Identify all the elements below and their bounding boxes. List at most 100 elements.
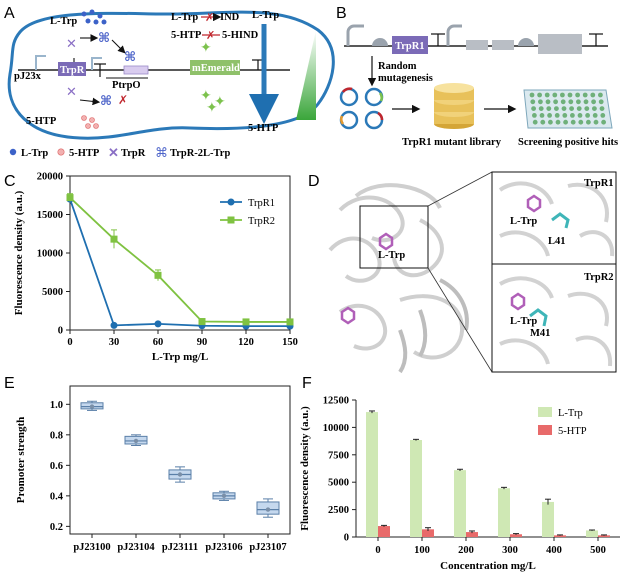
ind-reaction: L-Trp ✗ IND 5-HTP ✗ 5-HIND <box>171 12 259 42</box>
legend-swatch <box>538 425 552 435</box>
data-point <box>66 194 74 202</box>
a-ltrp-label: L-Trp <box>50 16 77 27</box>
well <box>598 99 604 105</box>
legend-swatch <box>538 407 552 417</box>
blocked-x-icon: ✗ <box>206 30 215 42</box>
well <box>555 119 561 125</box>
data-point <box>221 493 227 499</box>
promoter-arrow-icon <box>35 55 46 70</box>
well <box>570 113 575 118</box>
y-tick-label: 15000 <box>37 210 63 221</box>
well <box>546 106 552 111</box>
zoom-line <box>427 171 493 207</box>
ltrp-dots-icon <box>81 9 107 25</box>
memerald-gene-box <box>190 60 240 75</box>
panel-label-e: E <box>4 375 15 392</box>
svg-text:⌘: ⌘ <box>124 50 136 65</box>
data-point <box>133 438 139 444</box>
well <box>567 92 573 98</box>
residue-icon <box>551 212 570 229</box>
d-main-label: L-Trp <box>378 250 405 261</box>
b-gene: TrpR1 <box>395 41 425 52</box>
y-axis-label: Fluorescence density (a.u.) <box>299 406 311 531</box>
legend-marker <box>227 216 235 224</box>
well <box>538 99 543 105</box>
well <box>592 113 598 118</box>
protein-structure-main <box>328 183 469 374</box>
legend-label: 5-HTP <box>558 426 587 437</box>
y-tick-label: 5000 <box>42 287 63 298</box>
htp-legend-icon <box>57 148 65 156</box>
a-htp-hind: 5-HTP <box>171 30 202 41</box>
data-point <box>110 321 118 329</box>
data-point <box>154 320 162 328</box>
data-point <box>242 318 250 326</box>
y-tick-label: 0.4 <box>50 491 64 502</box>
ligand-icon <box>510 292 526 311</box>
trpr-complex-legend-icon: ⌘ <box>155 145 168 160</box>
x-tick-label: 100 <box>414 545 430 556</box>
bar-L-Trp <box>454 470 466 537</box>
x-tick-label: 120 <box>238 337 254 348</box>
well <box>591 99 596 105</box>
rbs-icon <box>372 38 388 46</box>
bar-L-Trp <box>586 530 598 537</box>
b-mut-1: Random <box>378 61 417 72</box>
plasmid-icons <box>339 87 384 130</box>
gene-box <box>538 34 582 54</box>
ligand-icon <box>526 194 542 213</box>
y-tick-label: 20000 <box>37 172 63 183</box>
well-plate-icon <box>523 89 613 129</box>
well <box>584 106 590 111</box>
zoom-line <box>427 267 493 373</box>
bar-L-Trp <box>542 501 554 537</box>
y-tick-label: 0.6 <box>50 461 63 472</box>
well <box>576 99 581 105</box>
well <box>539 113 545 118</box>
y-axis-label: Promoter strength <box>15 417 27 503</box>
well <box>582 92 588 98</box>
d-inset-bottom <box>491 263 617 373</box>
well <box>553 99 558 105</box>
well <box>544 92 550 98</box>
well <box>570 119 576 125</box>
bar-5-HTP <box>510 534 522 537</box>
d-top-title: TrpR1 <box>584 178 614 189</box>
y-tick-label: 10000 <box>37 249 63 260</box>
well <box>538 106 544 111</box>
well <box>578 119 584 125</box>
trpr-legend-icon: ✕ <box>108 145 119 160</box>
data-point <box>110 235 118 243</box>
well <box>531 106 536 111</box>
well <box>532 119 538 125</box>
d-top-ligand: L-Trp <box>510 216 537 227</box>
y-tick-label: 0 <box>344 533 349 544</box>
d-top-residue: L41 <box>548 236 566 247</box>
x-tick-label: pJ23106 <box>205 542 242 553</box>
well <box>547 113 552 118</box>
trpr-x-icons: ✕ ✕ ⌘ ⌘ ⌘ <box>66 31 136 109</box>
b-mut-2: mutagenesis <box>378 73 433 84</box>
well <box>554 113 560 118</box>
bar-5-HTP <box>466 532 478 537</box>
well <box>569 106 574 111</box>
a-gradient-bottom: 5-HTP <box>248 123 279 134</box>
x-tick-label: pJ23100 <box>73 542 110 553</box>
svg-text:✦: ✦ <box>200 88 212 104</box>
well <box>583 99 589 105</box>
well <box>592 106 597 111</box>
series-line-TrpR2 <box>69 196 290 323</box>
promoter-arrow-icon <box>346 24 364 46</box>
well <box>577 113 583 118</box>
series-line-TrpR1 <box>69 198 290 328</box>
blocked-x-icon: ✗ <box>118 93 128 107</box>
well <box>601 119 606 125</box>
ligand-icon <box>340 232 394 325</box>
well <box>562 113 568 118</box>
well <box>560 99 566 105</box>
panel-a: A L-Trp L-Trp ✗ IND 5-HTP ✗ 5-HIND ✕ ✕ ⌘… <box>4 5 335 160</box>
well <box>576 106 582 111</box>
bar-L-Trp <box>366 412 378 537</box>
panel-d: D L-Trp TrpR1 L-Trp <box>308 171 617 374</box>
